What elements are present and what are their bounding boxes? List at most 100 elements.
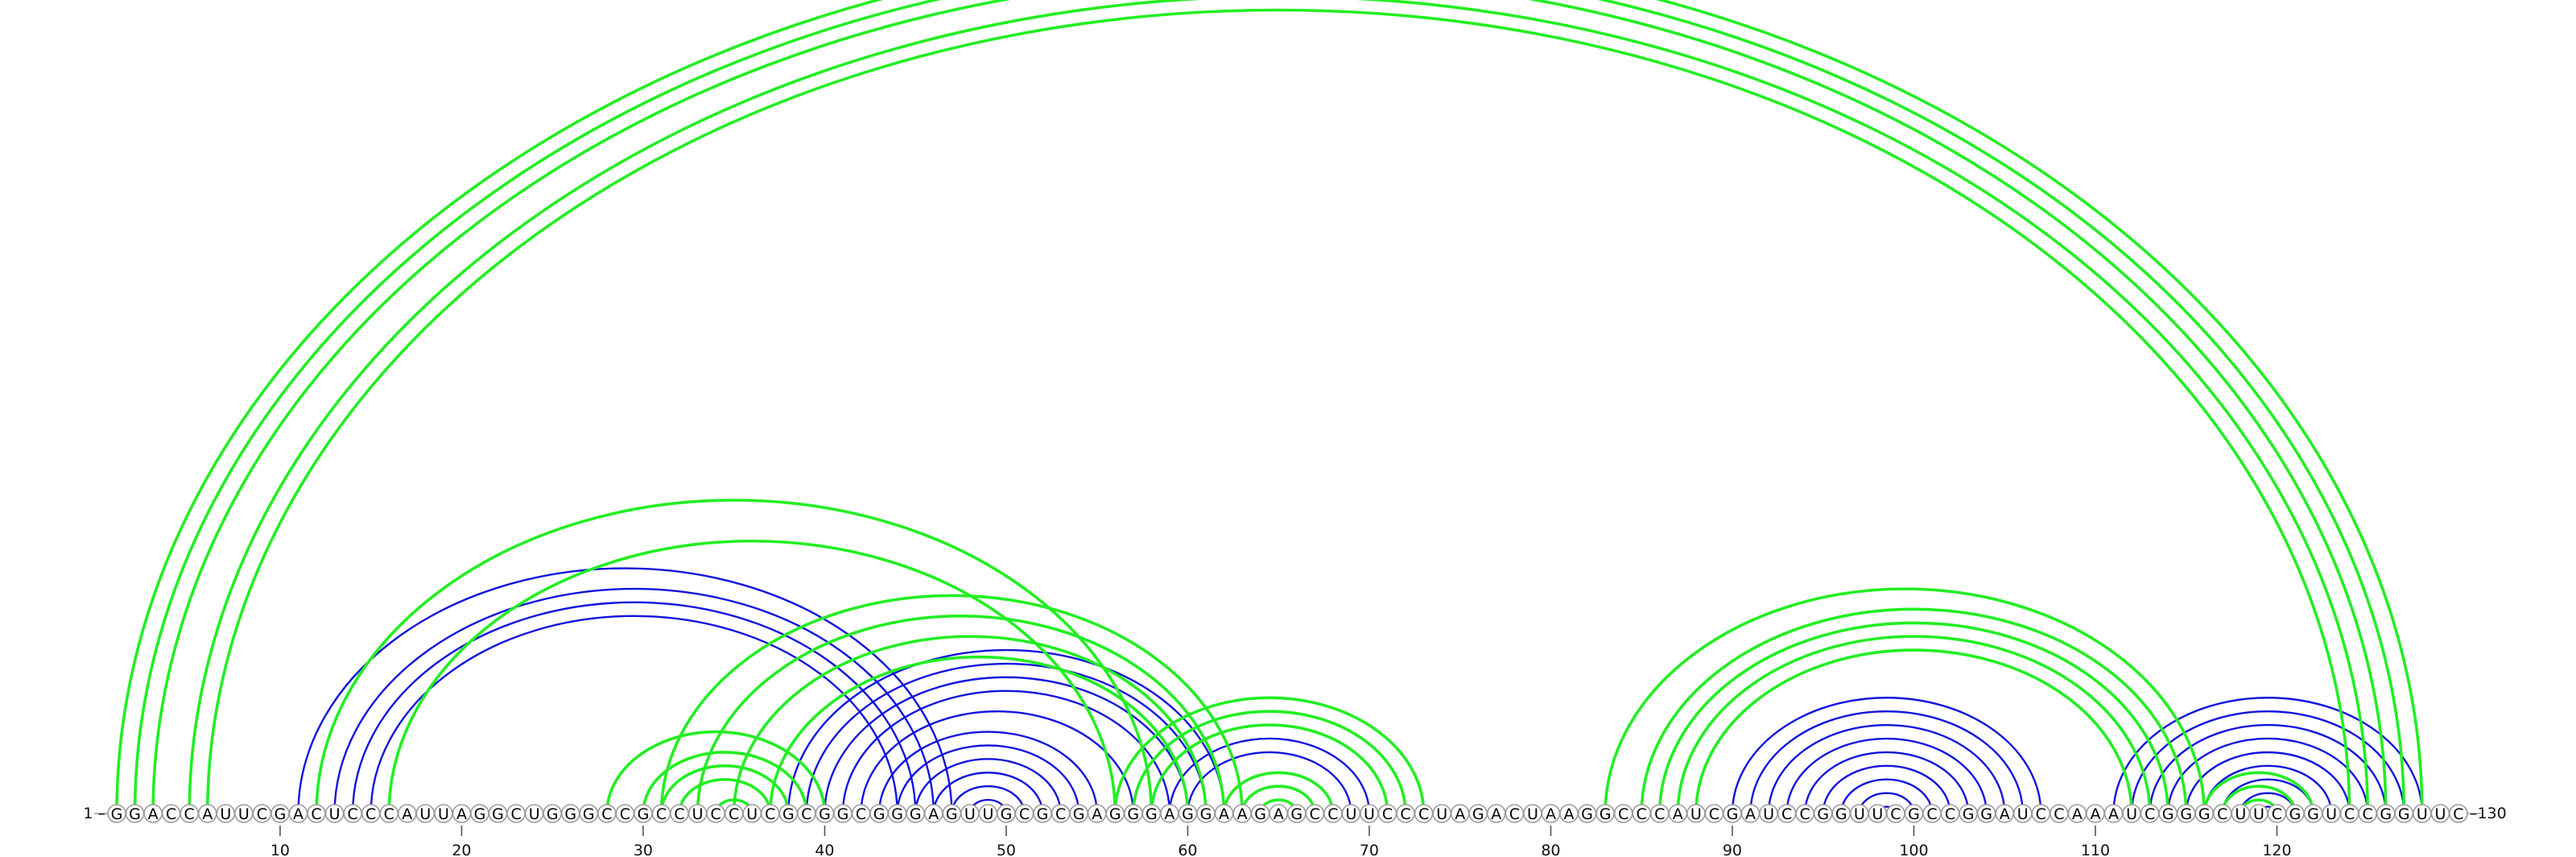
nucleotide-letter: A [1219,805,1229,823]
nucleotide: C [851,804,871,823]
blue-arc-114-125 [2166,737,2369,814]
nucleotide-letter: A [2108,805,2119,823]
nucleotide: G [833,804,852,823]
nucleotide: C [2449,804,2468,823]
position-axis: 10 20 30 40 50 60 70 80 90 100 110 120 [270,826,2292,857]
nucleotide: A [1160,804,1179,823]
nucleotide-letter: U [982,805,993,823]
nucleotide-letter: C [801,805,811,823]
nucleotide-letter: C [1890,805,1901,823]
nucleotide: U [2231,804,2251,823]
nucleotide-letter: A [202,805,213,823]
nucleotide: G [2394,804,2414,823]
green-arc-56-73 [1113,696,1426,814]
green-arc-33-62 [696,615,1226,814]
nucleotide: C [670,804,689,823]
tick-label: 60 [1178,842,1197,857]
blue-arc-111-128 [2112,697,2424,814]
nucleotide: A [1269,804,1288,823]
nucleotide-letter: C [1800,805,1810,823]
nucleotide-letter: A [2072,805,2083,823]
nucleotide: C [161,804,181,823]
nucleotide: A [1559,804,1579,823]
nucleotide-letter: C [656,805,667,823]
blue-arc-95-102 [1822,764,1951,814]
nucleotide-letter: U [1690,805,1702,823]
nucleotide-letter: A [1745,805,1756,823]
nucleotide-letter: C [1055,805,1066,823]
nucleotide-letter: U [746,805,758,823]
nucleotide: C [361,804,381,823]
nucleotide: U [687,804,708,823]
nucleotide-letter: G [910,805,922,823]
nucleotide: G [1976,804,1996,823]
nucleotide-letter: A [456,805,467,823]
nucleotide: G [942,804,962,823]
green-arc-32-37 [678,777,772,814]
tick-label: 40 [815,842,834,857]
nucleotide: G [488,804,508,823]
nucleotide-letter: G [547,805,559,823]
blue-arc-60-69 [1187,751,1352,814]
nucleotide: C [1886,804,1905,823]
nucleotide: A [397,804,417,823]
nucleotide: G [778,804,799,823]
blue-arc-42-57 [860,710,1134,814]
tick-label: 120 [2262,842,2291,857]
green-arc-37-60 [769,655,1190,814]
nucleotide-letter: G [638,805,650,823]
nucleotide: C [1704,804,1724,823]
nucleotide: C [1051,804,1071,823]
nucleotide: G [634,804,653,823]
blue-arc-38-62 [787,648,1225,814]
nucleotide: A [1087,804,1107,823]
nucleotide: C [1613,804,1633,823]
nucleotide: G [1468,804,1488,823]
nucleotide: C [615,804,635,823]
nucleotide: U [1360,804,1379,823]
nucleotide-letter: U [220,805,231,823]
nucleotide-letter: C [620,805,630,823]
nucleotide-letter: C [729,805,739,823]
nucleotide: G [1723,804,1742,823]
nucleotide-letter: A [1564,805,1575,823]
nucleotide-letter: A [293,805,303,823]
nucleotide: A [452,804,472,823]
nucleotide-letter: G [583,805,595,823]
nucleotide: A [197,804,217,823]
green-arc-87-113 [1676,635,2152,814]
nucleotide: U [2322,804,2341,823]
nucleotide-letter: C [1400,805,1410,823]
nucleotide-letter: G [1963,805,1975,823]
nucleotide-letter: C [1418,805,1429,823]
nucleotide-letter: C [1327,805,1338,823]
nucleotide: C [1396,804,1415,823]
blue-arc-11-47 [297,567,953,814]
nucleotide-letter: C [601,805,612,823]
nucleotide: G [270,804,290,823]
nucleotide-letter: U [1872,805,1883,823]
nucleotide-letter: G [564,805,576,823]
green-arc-28-40 [605,730,827,814]
nucleotide: C [1649,804,1670,823]
nucleotide: G [2376,804,2396,823]
nucleotide: G [470,804,489,823]
tick-label: 30 [634,842,653,857]
nucleotide: C [797,804,816,823]
nucleotide: C [1795,804,1814,823]
blue-arc-39-61 [805,662,1208,814]
nucleotide: C [651,804,671,823]
nucleotide-letter: G [275,805,287,823]
nucleotide: U [324,804,345,823]
nucleotide-letter: G [2162,805,2174,823]
nucleotide: G [887,804,907,823]
nucleotide-letter: C [311,805,321,823]
nucleotide-letter: U [2017,805,2029,823]
green-arc-58-71 [1150,723,1389,814]
blue-arc-40-60 [824,676,1189,814]
green-arc-57-72 [1132,710,1407,814]
nucleotide: U [524,804,544,823]
nucleotide-letter: C [365,805,376,823]
start-label: 1 – [83,805,105,822]
blue-arc-15-44 [369,615,898,814]
